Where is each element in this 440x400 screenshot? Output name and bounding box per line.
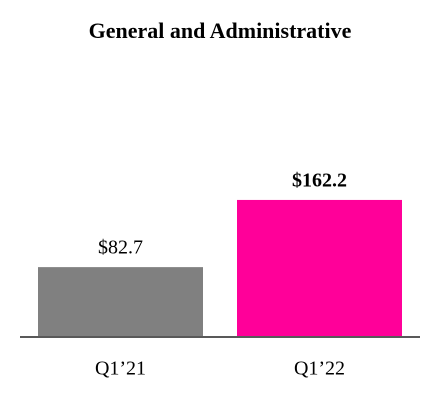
chart-title: General and Administrative	[89, 18, 352, 43]
value-label: $162.2	[292, 170, 347, 192]
bar	[237, 199, 402, 337]
value-label: $82.7	[98, 237, 143, 259]
x-tick-label: Q1’21	[95, 358, 146, 380]
x-tick-label: Q1’22	[294, 358, 345, 380]
bar	[38, 267, 203, 337]
